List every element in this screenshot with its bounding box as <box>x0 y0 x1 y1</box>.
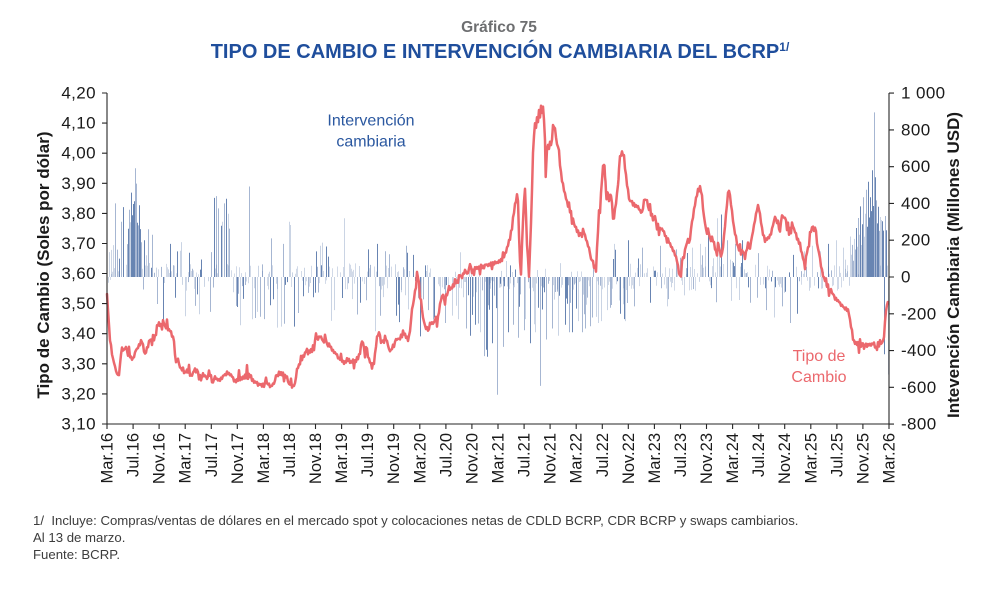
svg-text:Jul.25: Jul.25 <box>828 433 846 477</box>
svg-text:3,50: 3,50 <box>61 294 96 313</box>
svg-text:Mar.26: Mar.26 <box>881 433 899 483</box>
svg-text:Jul.17: Jul.17 <box>203 433 221 477</box>
svg-text:3,30: 3,30 <box>61 354 96 373</box>
svg-text:Nov.18: Nov.18 <box>307 433 325 484</box>
svg-text:Mar.23: Mar.23 <box>646 433 664 483</box>
svg-text:cambiaria: cambiaria <box>336 134 405 151</box>
svg-text:Gráfico 75: Gráfico 75 <box>461 19 537 36</box>
svg-text:Mar.22: Mar.22 <box>568 433 586 483</box>
svg-text:Mar.16: Mar.16 <box>99 433 117 483</box>
svg-text:Nov.19: Nov.19 <box>385 433 403 484</box>
svg-text:-800: -800 <box>901 415 937 434</box>
svg-text:Mar.19: Mar.19 <box>333 433 351 483</box>
svg-text:Tipo de: Tipo de <box>793 348 846 365</box>
svg-text:Jul.23: Jul.23 <box>672 433 690 477</box>
svg-text:1 000: 1 000 <box>901 84 946 103</box>
svg-text:Jul.18: Jul.18 <box>281 433 299 477</box>
svg-text:400: 400 <box>901 194 931 213</box>
svg-text:Jul.19: Jul.19 <box>359 433 377 477</box>
svg-text:1/ Incluye: Compras/ventas de: 1/ Incluye: Compras/ventas de dólares en… <box>33 513 798 528</box>
svg-text:Mar.25: Mar.25 <box>802 433 820 483</box>
svg-text:3,70: 3,70 <box>61 234 96 253</box>
svg-text:Mar.18: Mar.18 <box>255 433 273 483</box>
svg-text:Mar.17: Mar.17 <box>177 433 195 483</box>
svg-text:Nov.25: Nov.25 <box>854 433 872 484</box>
svg-text:3,90: 3,90 <box>61 174 96 193</box>
svg-text:Intevención Cambiaria (Millone: Intevención Cambiaria (Millones USD) <box>944 112 963 418</box>
svg-text:3,60: 3,60 <box>61 264 96 283</box>
svg-text:Mar.24: Mar.24 <box>724 433 742 483</box>
svg-text:Nov.20: Nov.20 <box>463 433 481 484</box>
svg-text:Jul.20: Jul.20 <box>437 433 455 477</box>
svg-text:3,10: 3,10 <box>61 415 96 434</box>
svg-text:Jul.22: Jul.22 <box>594 433 612 477</box>
svg-text:Mar.21: Mar.21 <box>490 433 508 483</box>
svg-text:-600: -600 <box>901 378 937 397</box>
svg-text:Jul.16: Jul.16 <box>125 433 143 477</box>
svg-text:Nov.22: Nov.22 <box>620 433 638 484</box>
svg-text:TIPO DE CAMBIO E INTERVENCIÓN: TIPO DE CAMBIO E INTERVENCIÓN CAMBIARIA … <box>211 39 790 63</box>
svg-text:Fuente: BCRP.: Fuente: BCRP. <box>33 547 120 562</box>
svg-text:4,20: 4,20 <box>61 84 96 103</box>
svg-text:3,80: 3,80 <box>61 204 96 223</box>
svg-text:-400: -400 <box>901 341 937 360</box>
svg-text:Intervención: Intervención <box>327 113 414 130</box>
svg-text:Nov.24: Nov.24 <box>776 433 794 484</box>
svg-text:-200: -200 <box>901 304 937 323</box>
svg-text:Nov.23: Nov.23 <box>698 433 716 484</box>
svg-text:Nov.21: Nov.21 <box>542 433 560 484</box>
svg-text:3,40: 3,40 <box>61 324 96 343</box>
svg-text:0: 0 <box>901 268 911 287</box>
svg-text:600: 600 <box>901 157 931 176</box>
svg-text:Jul.24: Jul.24 <box>750 433 768 477</box>
svg-text:Al 13 de marzo.: Al 13 de marzo. <box>33 530 125 545</box>
svg-text:3,20: 3,20 <box>61 384 96 403</box>
svg-text:200: 200 <box>901 231 931 250</box>
svg-text:4,00: 4,00 <box>61 144 96 163</box>
svg-text:Nov.17: Nov.17 <box>229 433 247 484</box>
svg-text:Nov.16: Nov.16 <box>151 433 169 484</box>
svg-text:Mar.20: Mar.20 <box>411 433 429 483</box>
svg-text:Jul.21: Jul.21 <box>516 433 534 477</box>
svg-text:4,10: 4,10 <box>61 114 96 133</box>
svg-text:Tipo de Cambio (Soles por dóla: Tipo de Cambio (Soles por dólar) <box>34 132 53 399</box>
svg-text:800: 800 <box>901 120 931 139</box>
svg-text:Cambio: Cambio <box>791 369 846 386</box>
